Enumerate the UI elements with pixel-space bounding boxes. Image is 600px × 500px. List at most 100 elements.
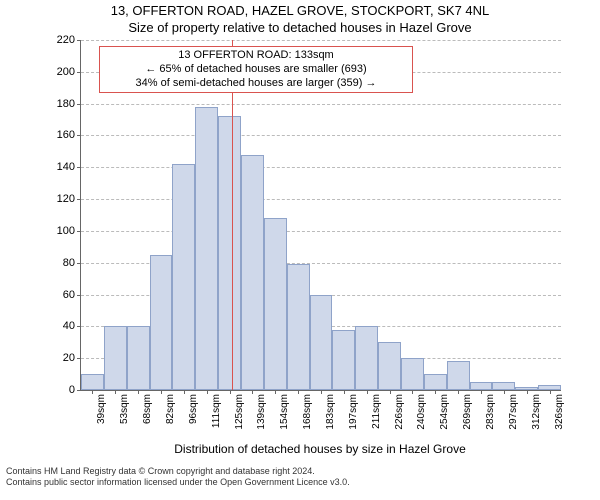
y-tick-label: 120 xyxy=(57,193,75,205)
histogram-bar xyxy=(310,295,333,390)
x-tick xyxy=(321,390,322,394)
x-tick xyxy=(207,390,208,394)
gridline-h xyxy=(81,199,561,200)
attribution-text: Contains HM Land Registry data © Crown c… xyxy=(6,466,594,488)
chart-title-sub: Size of property relative to detached ho… xyxy=(0,20,600,35)
y-tick xyxy=(77,40,81,41)
histogram-bar xyxy=(378,342,401,390)
histogram-bar xyxy=(264,218,287,390)
x-tick xyxy=(367,390,368,394)
x-tick-label: 39sqm xyxy=(96,394,107,424)
x-tick-label: 312sqm xyxy=(531,394,542,430)
annotation-box: 13 OFFERTON ROAD: 133sqm← 65% of detache… xyxy=(99,46,413,93)
x-tick xyxy=(550,390,551,394)
y-tick-label: 60 xyxy=(63,289,75,301)
histogram-bar xyxy=(241,155,264,390)
gridline-h xyxy=(81,231,561,232)
y-tick xyxy=(77,326,81,327)
annotation-line: ← 65% of detached houses are smaller (69… xyxy=(106,63,406,77)
histogram-bar xyxy=(150,255,173,390)
histogram-bar xyxy=(172,164,195,390)
attribution-line-1: Contains HM Land Registry data © Crown c… xyxy=(6,466,315,476)
x-tick-label: 168sqm xyxy=(302,394,313,430)
y-tick xyxy=(77,104,81,105)
x-tick xyxy=(115,390,116,394)
y-tick xyxy=(77,295,81,296)
y-tick-label: 160 xyxy=(57,129,75,141)
y-tick-label: 200 xyxy=(57,66,75,78)
histogram-bar xyxy=(81,374,104,390)
x-tick xyxy=(344,390,345,394)
x-tick xyxy=(390,390,391,394)
y-tick-label: 220 xyxy=(57,34,75,46)
x-tick xyxy=(298,390,299,394)
property-size-histogram: 13, OFFERTON ROAD, HAZEL GROVE, STOCKPOR… xyxy=(0,0,600,500)
x-tick-label: 139sqm xyxy=(256,394,267,430)
x-tick-label: 297sqm xyxy=(508,394,519,430)
gridline-h xyxy=(81,167,561,168)
x-tick-label: 96sqm xyxy=(188,394,199,424)
annotation-title: 13 OFFERTON ROAD: 133sqm xyxy=(106,49,406,63)
histogram-bar xyxy=(401,358,424,390)
x-tick xyxy=(412,390,413,394)
x-tick xyxy=(252,390,253,394)
y-tick xyxy=(77,135,81,136)
x-tick xyxy=(504,390,505,394)
x-tick xyxy=(481,390,482,394)
x-tick-label: 197sqm xyxy=(348,394,359,430)
x-tick-label: 211sqm xyxy=(371,394,382,429)
x-tick-label: 226sqm xyxy=(394,394,405,430)
gridline-h xyxy=(81,104,561,105)
y-tick xyxy=(77,358,81,359)
x-tick-label: 240sqm xyxy=(416,394,427,430)
y-tick-label: 100 xyxy=(57,225,75,237)
x-tick-label: 326sqm xyxy=(554,394,565,430)
y-tick xyxy=(77,231,81,232)
histogram-bar xyxy=(470,382,493,390)
x-tick xyxy=(161,390,162,394)
gridline-h xyxy=(81,135,561,136)
y-tick-label: 180 xyxy=(57,98,75,110)
plot-area: 02040608010012014016018020022039sqm53sqm… xyxy=(80,40,561,391)
gridline-h xyxy=(81,40,561,41)
x-tick-label: 283sqm xyxy=(485,394,496,430)
y-tick xyxy=(77,390,81,391)
x-tick-label: 125sqm xyxy=(234,394,245,430)
annotation-line: 34% of semi-detached houses are larger (… xyxy=(106,77,406,91)
x-tick-label: 53sqm xyxy=(119,394,130,424)
histogram-bar xyxy=(218,116,241,390)
x-axis-label: Distribution of detached houses by size … xyxy=(80,442,560,456)
y-tick-label: 140 xyxy=(57,161,75,173)
x-tick-label: 82sqm xyxy=(165,394,176,424)
y-tick xyxy=(77,167,81,168)
histogram-bar xyxy=(127,326,150,390)
x-tick xyxy=(230,390,231,394)
histogram-bar xyxy=(332,330,355,390)
y-tick xyxy=(77,263,81,264)
x-tick xyxy=(435,390,436,394)
histogram-bar xyxy=(104,326,127,390)
x-tick-label: 254sqm xyxy=(439,394,450,430)
y-tick-label: 0 xyxy=(69,384,75,396)
chart-title-main: 13, OFFERTON ROAD, HAZEL GROVE, STOCKPOR… xyxy=(0,4,600,19)
x-tick xyxy=(275,390,276,394)
x-tick xyxy=(184,390,185,394)
histogram-bar xyxy=(424,374,447,390)
x-tick-label: 111sqm xyxy=(211,394,222,428)
x-tick-label: 154sqm xyxy=(279,394,290,430)
x-tick-label: 183sqm xyxy=(325,394,336,430)
histogram-bar xyxy=(492,382,515,390)
y-tick-label: 40 xyxy=(63,320,75,332)
histogram-bar xyxy=(447,361,470,390)
y-tick xyxy=(77,72,81,73)
x-tick-label: 269sqm xyxy=(462,394,473,430)
x-tick xyxy=(138,390,139,394)
x-tick xyxy=(458,390,459,394)
attribution-line-2: Contains public sector information licen… xyxy=(6,477,350,487)
y-tick-label: 80 xyxy=(63,257,75,269)
x-tick xyxy=(92,390,93,394)
histogram-bar xyxy=(195,107,218,390)
x-tick xyxy=(527,390,528,394)
x-tick-label: 68sqm xyxy=(142,394,153,424)
y-tick-label: 20 xyxy=(63,352,75,364)
